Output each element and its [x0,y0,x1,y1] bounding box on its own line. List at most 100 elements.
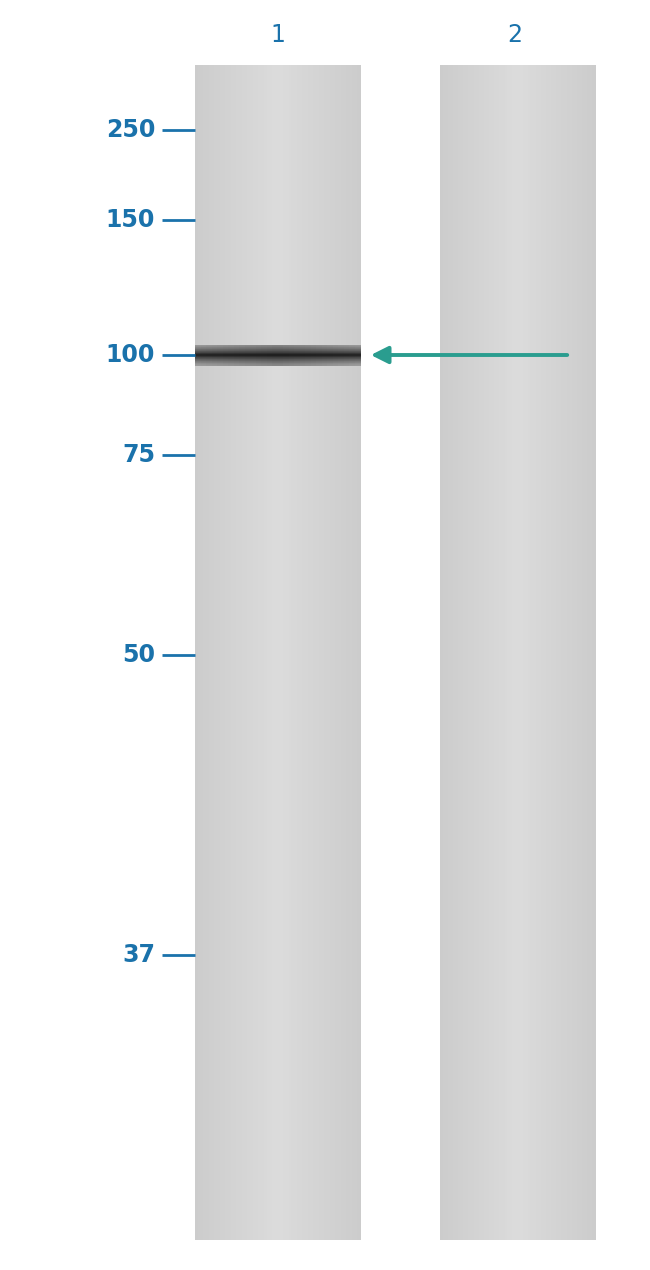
Bar [541,65,544,1240]
Bar [471,65,474,1240]
Bar [556,65,560,1240]
Bar [327,65,330,1240]
Bar [341,65,344,1240]
Bar [525,65,528,1240]
Bar [261,65,265,1240]
Bar [358,65,361,1240]
Bar [247,65,250,1240]
Bar [517,65,521,1240]
Bar [253,65,256,1240]
Text: 150: 150 [105,208,155,232]
Bar [335,65,339,1240]
Bar [536,65,539,1240]
Bar [244,65,248,1240]
Bar [482,65,484,1240]
Bar [497,65,500,1240]
Bar [349,65,352,1240]
Bar [476,65,479,1240]
Bar [239,65,242,1240]
Bar [474,65,476,1240]
Bar [504,65,508,1240]
Bar [272,65,275,1240]
Bar [479,65,482,1240]
Bar [352,65,355,1240]
Bar [322,65,325,1240]
Bar [456,65,459,1240]
Bar [450,65,454,1240]
Bar [489,65,492,1240]
Bar [343,65,346,1240]
Bar [528,65,531,1240]
Bar [486,65,489,1240]
Bar [294,65,297,1240]
Text: 100: 100 [105,343,155,367]
Bar [195,65,198,1240]
Bar [313,65,317,1240]
Bar [236,65,239,1240]
Bar [461,65,463,1240]
Bar [266,65,270,1240]
Bar [440,65,443,1240]
Bar [466,65,469,1240]
Bar [592,65,595,1240]
Bar [305,65,308,1240]
Bar [494,65,497,1240]
Bar [445,65,448,1240]
Bar [448,65,451,1240]
Text: 37: 37 [122,944,155,966]
Bar [533,65,536,1240]
Bar [214,65,218,1240]
Bar [226,65,229,1240]
Bar [209,65,212,1240]
Bar [507,65,510,1240]
Bar [458,65,461,1240]
Bar [546,65,549,1240]
Text: 2: 2 [508,23,523,47]
Bar [551,65,554,1240]
Bar [587,65,590,1240]
Bar [502,65,505,1240]
Bar [291,65,294,1240]
Bar [338,65,341,1240]
Bar [286,65,289,1240]
Bar [269,65,272,1240]
Bar [499,65,502,1240]
Bar [203,65,207,1240]
Bar [198,65,201,1240]
Text: 250: 250 [105,118,155,142]
Bar [346,65,350,1240]
Bar [258,65,261,1240]
Bar [280,65,283,1240]
Bar [333,65,336,1240]
Bar [300,65,303,1240]
Bar [530,65,534,1240]
Bar [590,65,593,1240]
Bar [538,65,541,1240]
Text: 1: 1 [270,23,285,47]
Bar [302,65,305,1240]
Bar [330,65,333,1240]
Bar [222,65,226,1240]
Bar [580,65,582,1240]
Bar [564,65,567,1240]
Bar [491,65,495,1240]
Bar [228,65,231,1240]
Bar [484,65,487,1240]
Text: 50: 50 [122,643,155,667]
Bar [562,65,564,1240]
Bar [283,65,286,1240]
Bar [567,65,569,1240]
Bar [554,65,557,1240]
Bar [200,65,203,1240]
Bar [316,65,319,1240]
Bar [307,65,311,1240]
Text: 75: 75 [122,443,155,467]
Bar [463,65,466,1240]
Bar [572,65,575,1240]
Bar [206,65,209,1240]
Bar [255,65,259,1240]
Bar [318,65,322,1240]
Bar [575,65,577,1240]
Bar [569,65,572,1240]
Bar [549,65,552,1240]
